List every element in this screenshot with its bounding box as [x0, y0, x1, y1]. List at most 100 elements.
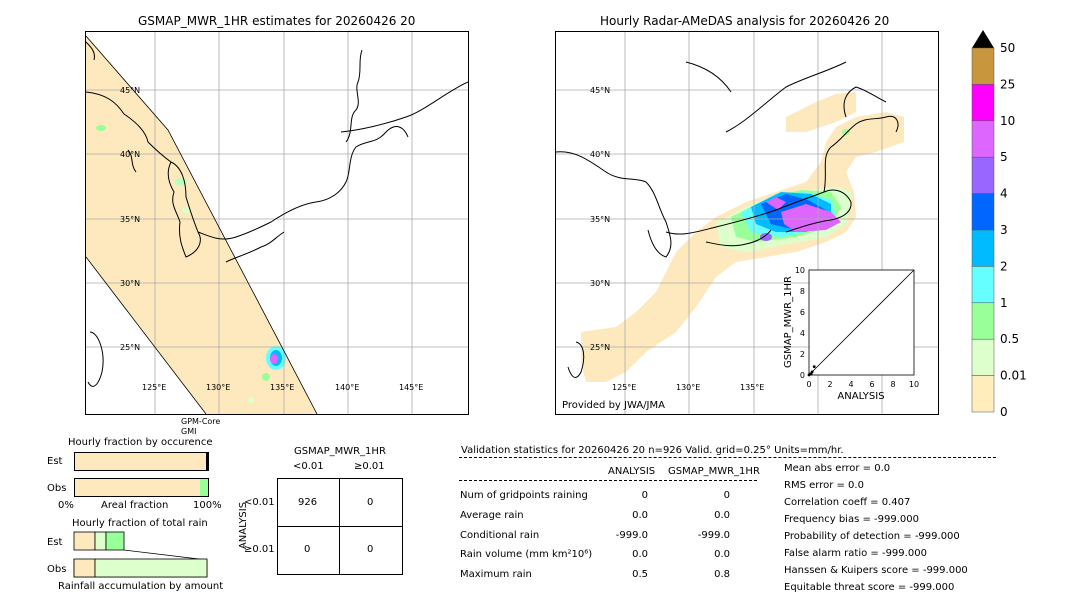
- score-false-alarm-ratio: False alarm ratio = -999.000: [784, 548, 927, 559]
- validation-col-analysis: ANALYSIS: [608, 466, 656, 477]
- score-frequency-bias: Frequency bias = -999.000: [784, 514, 919, 525]
- occurrence-xtick-0: 0%: [58, 500, 74, 511]
- occurrence-est-bar: [74, 452, 209, 471]
- contingency-row-2: ≥0.01: [244, 544, 275, 555]
- left-precip: [96, 125, 286, 403]
- right-lat-label-45: 45°N: [590, 86, 610, 95]
- scatter-ytick: 8: [800, 287, 805, 296]
- totalrain-obs-label: Obs: [47, 564, 67, 575]
- validation-row-gsmap: 0: [723, 490, 730, 501]
- right-lat-label-40: 40°N: [590, 150, 610, 159]
- scatter-point: [810, 370, 814, 374]
- scatter-ytick: 2: [800, 350, 805, 359]
- scatter-xlabel: ANALYSIS: [837, 391, 884, 402]
- score-hanssen-kuipers: Hanssen & Kuipers score = -999.000: [784, 565, 968, 576]
- sensor-label-2: GMI: [181, 427, 197, 436]
- colorbar-label: 10: [1000, 114, 1015, 128]
- scatter-xtick: 0: [806, 380, 811, 389]
- scatter-points: [807, 365, 816, 377]
- right-lon-label-130: 130°E: [676, 383, 700, 392]
- occurrence-obs-label: Obs: [47, 483, 67, 494]
- validation-row-label: Rain volume (mm km²10⁶): [460, 549, 593, 560]
- right-lon-label-125: 125°E: [612, 383, 636, 392]
- contingency-grid: [277, 478, 403, 575]
- validation-row-analysis: 0: [641, 490, 648, 501]
- left-lon-label-135: 135°E: [270, 383, 294, 392]
- occurrence-xlabel: Areal fraction: [101, 500, 169, 511]
- totalrain-xlabel: Rainfall accumulation by amount: [58, 581, 224, 592]
- scatter-xtick: 2: [827, 380, 832, 389]
- colorbar-segment: [971, 193, 995, 231]
- contingency-cell-11: 0: [367, 544, 374, 555]
- colorbar-label: 25: [1000, 77, 1015, 91]
- scatter-xtick: 10: [909, 380, 919, 389]
- occurrence-xtick-100: 100%: [193, 500, 222, 511]
- validation-row-label: Average rain: [460, 510, 524, 521]
- occurrence-title: Hourly fraction by occurence: [68, 437, 213, 448]
- validation-row-analysis: -999.0: [615, 530, 648, 541]
- colorbar: 50 25 10 5 4 3 2 1 0.5 0.01 0: [971, 30, 1027, 419]
- colorbar-label: 2: [1000, 259, 1008, 273]
- colorbar-segment: [971, 302, 995, 340]
- colorbar-label: 4: [1000, 187, 1008, 201]
- contingency-row-axis: ANALYSIS: [238, 501, 250, 550]
- validation-row-label: Maximum rain: [460, 569, 532, 580]
- contingency-cell-01: 0: [367, 497, 374, 508]
- colorbar-label: 5: [1000, 150, 1008, 164]
- colorbar-segment: [971, 375, 995, 413]
- left-lat-label-35: 35°N: [120, 215, 140, 224]
- scatter-xtick: 8: [890, 380, 895, 389]
- contingency-row-1: <0.01: [244, 497, 275, 508]
- contingency-cell-00: 926: [298, 497, 318, 508]
- validation-header: Validation statistics for 20260426 20 n=…: [461, 445, 844, 456]
- contingency-cell-10: 0: [304, 544, 311, 555]
- left-map: 45°N 40°N 35°N 30°N 25°N 125°E 130°E 135…: [85, 31, 469, 415]
- colorbar-segment: [971, 84, 995, 122]
- right-lon-label-135: 135°E: [740, 383, 764, 392]
- score-equitable-threat: Equitable threat score = -999.000: [784, 582, 955, 593]
- scatter-ytick: 10: [795, 266, 805, 275]
- colorbar-label: 0.5: [1000, 332, 1019, 346]
- left-map-title: GSMAP_MWR_1HR estimates for 20260426 20: [138, 14, 416, 28]
- left-lon-label-125: 125°E: [142, 383, 166, 392]
- left-map-canvas: 45°N 40°N 35°N 30°N 25°N 125°E 130°E 135…: [86, 32, 468, 414]
- validation-row-gsmap: 0.0: [714, 510, 730, 521]
- colorbar-label: 1: [1000, 296, 1008, 310]
- colorbar-label: 3: [1000, 223, 1008, 237]
- colorbar-extend-arrow: [972, 30, 994, 48]
- scatter-xtick: 4: [848, 380, 853, 389]
- scatter-diagonal: [808, 269, 915, 376]
- totalrain-bars: [73, 531, 208, 578]
- score-rms-error: RMS error = 0.0: [784, 480, 864, 491]
- right-lat-label-30: 30°N: [590, 279, 610, 288]
- left-lat-label-30: 30°N: [120, 279, 140, 288]
- right-map-title: Hourly Radar-AMeDAS analysis for 2026042…: [600, 14, 890, 28]
- right-precip-light: [716, 129, 851, 252]
- left-lat-label-40: 40°N: [120, 150, 140, 159]
- colorbar-label: 0.01: [1000, 369, 1027, 383]
- contingency-title: GSMAP_MWR_1HR: [294, 446, 386, 457]
- score-probability-detection: Probability of detection = -999.000: [784, 531, 960, 542]
- validation-col-gsmap: GSMAP_MWR_1HR: [668, 466, 760, 477]
- validation-row-analysis: 0.5: [632, 569, 648, 580]
- validation-row-gsmap: 0.8: [714, 569, 730, 580]
- validation-row-label: Conditional rain: [460, 530, 540, 541]
- colorbar-segments: [971, 47, 995, 413]
- left-coastlines: [86, 41, 468, 387]
- scatter-ylabel: GSMAP_MWR_1HR: [783, 276, 794, 368]
- occurrence-est-label: Est: [47, 456, 63, 467]
- validation-row-analysis: 0.0: [632, 510, 648, 521]
- colorbar-segment: [971, 229, 995, 267]
- scatter-point: [812, 365, 816, 368]
- sensor-label-1: GPM-Core: [181, 417, 221, 426]
- validation-row-analysis: 0.0: [632, 549, 648, 560]
- right-lat-label-25: 25°N: [590, 343, 610, 352]
- scatter-plot: 0 2 4 6 8 10 0 2 4 6 8 10 ANALYSIS GSMAP_MWR_1HR: [783, 266, 919, 402]
- scatter-xtick: 6: [869, 380, 874, 389]
- data-credit: Provided by JWA/JMA: [562, 400, 665, 411]
- scatter-point: [809, 372, 813, 376]
- colorbar-segment: [971, 156, 995, 194]
- scatter-ytick: 0: [800, 371, 805, 380]
- left-lat-label-25: 25°N: [120, 343, 140, 352]
- left-lon-label-145: 145°E: [399, 383, 423, 392]
